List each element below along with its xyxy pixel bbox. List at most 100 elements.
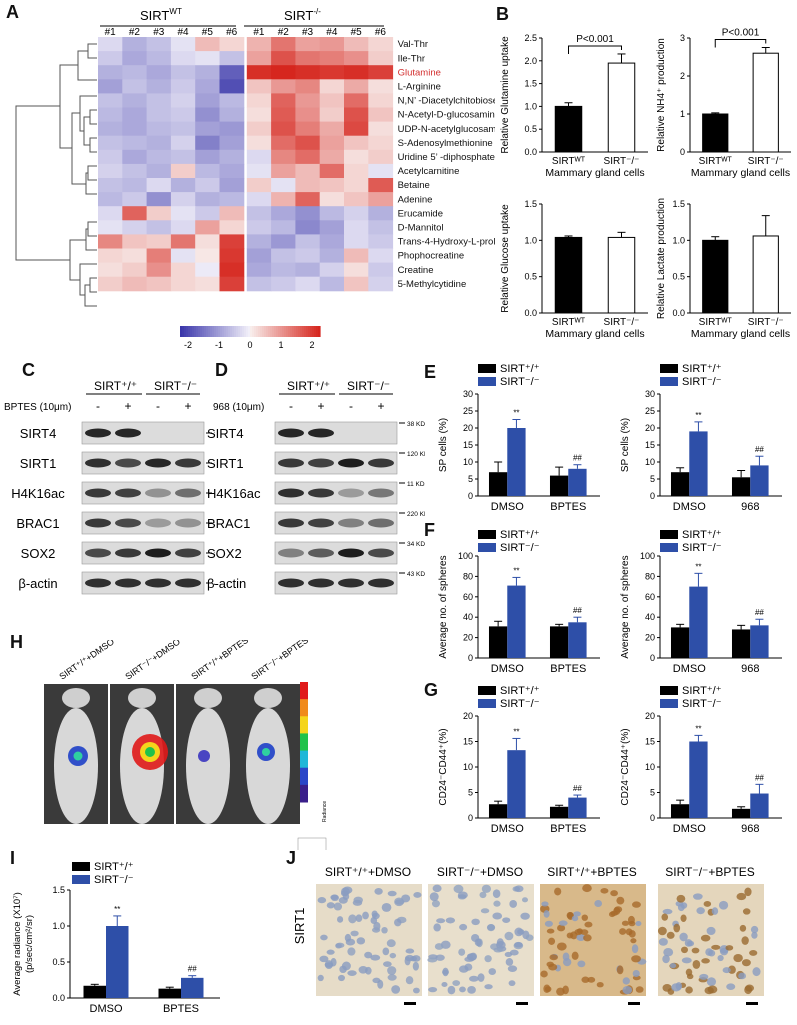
protein-band — [368, 488, 394, 498]
heatmap-cell — [195, 163, 220, 179]
cell-nucleus — [431, 899, 440, 908]
heatmap-cell — [170, 178, 196, 193]
heatmap-cell — [368, 107, 394, 123]
cell-nucleus — [685, 986, 693, 994]
cell-nucleus — [405, 948, 415, 954]
cell-nucleus — [355, 914, 363, 923]
chart-average-radiance: 0.0 0.5 1.0 1.5 Average radiance (X10⁷) (p/se… — [12, 861, 220, 1015]
protein-band — [115, 488, 141, 498]
bar — [106, 926, 129, 998]
bar — [158, 988, 181, 998]
protein-band — [145, 578, 171, 588]
significance-mark: ## — [755, 608, 764, 617]
bar — [181, 977, 204, 998]
heatmap-cell — [195, 206, 220, 221]
heatmap-cell — [246, 163, 272, 179]
y-tick-label: 80 — [463, 571, 473, 581]
cell-nucleus — [391, 985, 401, 994]
scale-swatch — [242, 326, 245, 337]
cell-nucleus — [557, 924, 566, 932]
y-tick-label: 5 — [650, 788, 655, 798]
cell-nucleus — [700, 934, 711, 942]
y-tick-label: 20 — [463, 633, 473, 643]
cell-nucleus — [382, 947, 390, 956]
cell-nucleus — [632, 969, 640, 978]
cell-nucleus — [596, 981, 604, 988]
bar — [549, 475, 569, 496]
scale-swatch — [246, 326, 249, 337]
heatmap-panel: SIRTWT SIRT-/- #1 #2 #3 #4 #5 #6 #1 #2 #3 #4 #5 #6 … — [15, 7, 495, 350]
scale-swatch — [288, 326, 291, 337]
heatmap-cell — [170, 192, 196, 207]
scale-swatch — [298, 326, 301, 337]
heatmap-cell — [195, 262, 220, 278]
protein-label: SIRT4 — [20, 426, 57, 441]
scale-swatch — [226, 326, 229, 337]
cell-nucleus — [662, 984, 672, 992]
cell-nucleus — [679, 932, 688, 942]
cell-nucleus — [405, 976, 414, 985]
heatmap-cell — [368, 178, 394, 193]
heatmap-cell — [344, 276, 369, 292]
metabolite-label: Phophocreatine — [398, 251, 465, 262]
cell-nucleus — [481, 884, 492, 893]
cell-nucleus — [356, 937, 366, 945]
significance-mark: ** — [114, 905, 120, 914]
protein-band — [145, 458, 171, 468]
cell-nucleus — [562, 985, 569, 995]
scale-swatch — [302, 326, 305, 337]
group-label: SIRT⁺/⁺ — [94, 379, 137, 393]
x-category-label: SIRTᵂᵀ — [699, 317, 733, 328]
heatmap-cell — [195, 149, 220, 165]
heatmap-cell — [344, 37, 369, 52]
x-category-label: DMSO — [491, 663, 524, 675]
scale-swatch — [290, 326, 293, 337]
heatmap-cell — [170, 234, 196, 249]
heatmap-cell — [319, 178, 345, 193]
scale-swatch — [196, 326, 199, 337]
sample-label: #6 — [226, 27, 238, 38]
p-value-label: P<0.001 — [576, 34, 614, 45]
metabolite-label: Trans-4-Hydroxy-L-proline — [398, 237, 495, 248]
heatmap-cell — [295, 93, 321, 108]
color-scale: -2 -1 0 1 2 — [180, 326, 321, 350]
heatmap-cell — [344, 178, 369, 193]
heatmap-cell — [271, 234, 296, 249]
y-tick-label: 25 — [463, 406, 473, 416]
significance-mark: ## — [755, 445, 764, 454]
legend-swatch — [72, 875, 90, 884]
scale-swatch — [308, 326, 311, 337]
y-tick-label: 25 — [645, 406, 655, 416]
luminescence-signal — [198, 750, 210, 762]
heatmap-cell — [122, 248, 148, 264]
cell-nucleus — [581, 976, 590, 983]
bar — [554, 236, 583, 314]
cell-nucleus — [621, 920, 630, 926]
heatmap-cell — [219, 178, 245, 193]
cell-nucleus — [610, 890, 618, 897]
cell-nucleus — [691, 947, 700, 954]
heatmap-cell — [271, 192, 296, 207]
heatmap-cell — [246, 37, 272, 52]
heatmap-cell — [98, 121, 123, 137]
heatmap-cell — [295, 192, 321, 207]
kda-label: 220 KDa — [214, 521, 215, 528]
cell-nucleus — [693, 893, 703, 900]
heatmap-cell — [170, 163, 196, 179]
cell-nucleus — [432, 884, 442, 893]
treatment-sign: - — [156, 399, 160, 413]
scale-swatch — [280, 326, 283, 337]
heatmap-cell — [319, 79, 345, 94]
heatmap-cell — [344, 248, 369, 264]
scale-swatch — [236, 326, 239, 337]
heatmap-cell — [246, 248, 272, 264]
ihc-row-label: SIRT1 — [292, 908, 307, 945]
blot-strip — [81, 421, 205, 445]
y-tick-label: 0.0 — [672, 308, 685, 318]
heatmap-cell — [246, 135, 272, 151]
cell-nucleus — [616, 896, 625, 905]
treatment-sign: + — [124, 399, 131, 413]
scale-swatch — [292, 326, 295, 337]
heatmap-cell — [295, 51, 321, 66]
